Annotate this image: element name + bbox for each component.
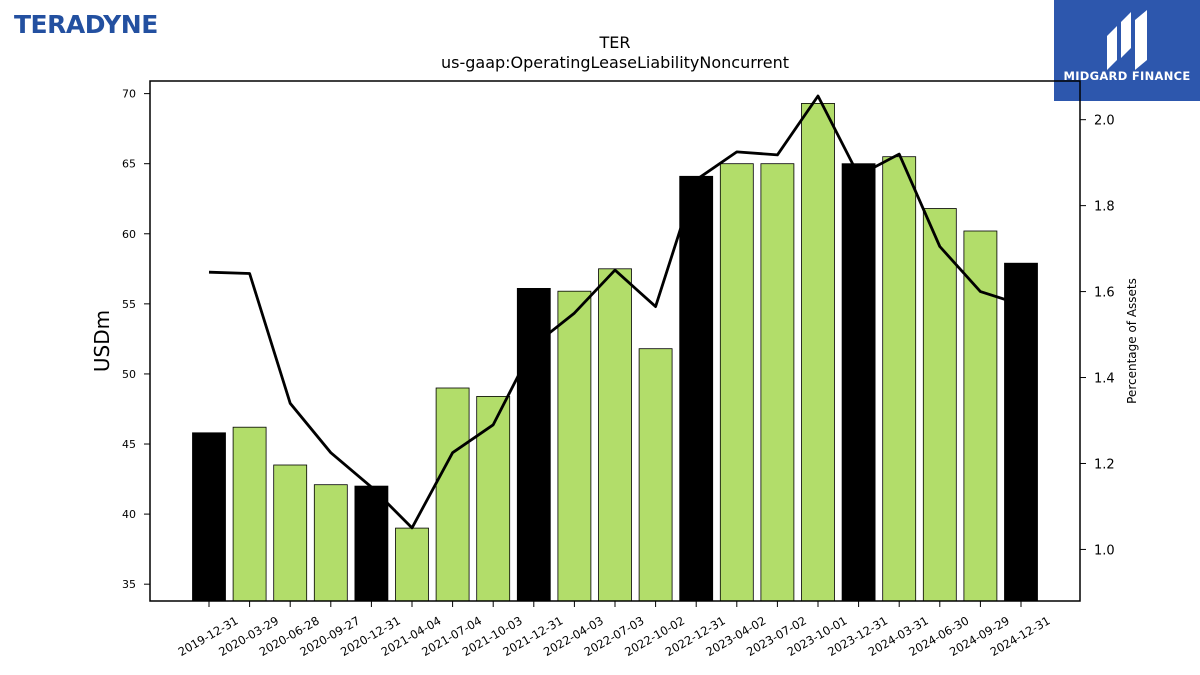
bar-2022-04-03 — [557, 290, 592, 602]
y-tick-label: 55 — [122, 298, 136, 311]
chart-subtitle: us-gaap:OperatingLeaseLiabilityNoncurren… — [441, 53, 789, 72]
bar-2024-06-30 — [922, 208, 957, 602]
bar-2021-12-31 — [516, 287, 551, 602]
y-axis-left: 35 40 45 50 55 60 65 70 — [122, 88, 150, 591]
x-axis: 2019-12-312020-03-292020-06-282020-09-27… — [176, 601, 1053, 659]
bar-2021-04-04 — [395, 527, 429, 602]
y-tick-label: 65 — [122, 158, 136, 171]
bar-2023-07-02 — [760, 163, 795, 602]
y-tick-label: 40 — [122, 508, 136, 521]
y-tick-label: 70 — [122, 88, 136, 101]
bar-2023-10-01 — [801, 103, 835, 602]
bar-2020-09-27 — [313, 484, 348, 602]
y2-tick-label: 2.0 — [1094, 114, 1115, 129]
chart-title: TER — [599, 33, 631, 52]
y-tick-label: 35 — [122, 578, 136, 591]
bar-2019-12-31 — [192, 432, 226, 602]
publisher-name: MIDGARD FINANCE — [1063, 69, 1191, 83]
y-axis-right: 1.0 1.2 1.4 1.6 1.8 2.0 — [1080, 114, 1115, 558]
bar-2021-07-04 — [435, 387, 470, 602]
bar-2021-10-03 — [476, 395, 511, 602]
bar-2024-09-29 — [963, 230, 998, 602]
line-series — [208, 94, 1022, 530]
y-tick-label: 60 — [122, 228, 136, 241]
y2-tick-label: 1.0 — [1094, 543, 1115, 558]
y-tick-label: 45 — [122, 438, 136, 451]
percentage-of-assets-line — [208, 94, 1022, 530]
bar-2024-12-31 — [1004, 262, 1038, 602]
company-logo: TERADYNE — [14, 10, 158, 39]
publisher-logo: MIDGARD FINANCE — [1054, 0, 1200, 101]
bar-2020-03-29 — [232, 426, 267, 602]
y2-axis-label: Percentage of Assets — [1125, 278, 1139, 404]
y2-tick-label: 1.8 — [1094, 200, 1115, 215]
bar-2020-06-28 — [273, 464, 308, 602]
bar-2023-12-31 — [841, 163, 876, 602]
publisher-logo-mark — [1107, 10, 1147, 70]
bar-series — [192, 103, 1038, 602]
y-tick-label: 50 — [122, 368, 136, 381]
bar-2022-12-31 — [679, 175, 714, 602]
y2-tick-label: 1.2 — [1094, 457, 1115, 472]
bar-2022-10-02 — [638, 348, 673, 602]
bar-2023-04-02 — [719, 163, 754, 602]
bar-2020-12-31 — [354, 485, 389, 602]
y-axis-label: USDm — [90, 310, 114, 372]
bar-2022-07-03 — [598, 268, 632, 602]
y2-tick-label: 1.4 — [1094, 372, 1115, 387]
y2-tick-label: 1.6 — [1094, 286, 1115, 301]
bar-2024-03-31 — [882, 156, 917, 602]
